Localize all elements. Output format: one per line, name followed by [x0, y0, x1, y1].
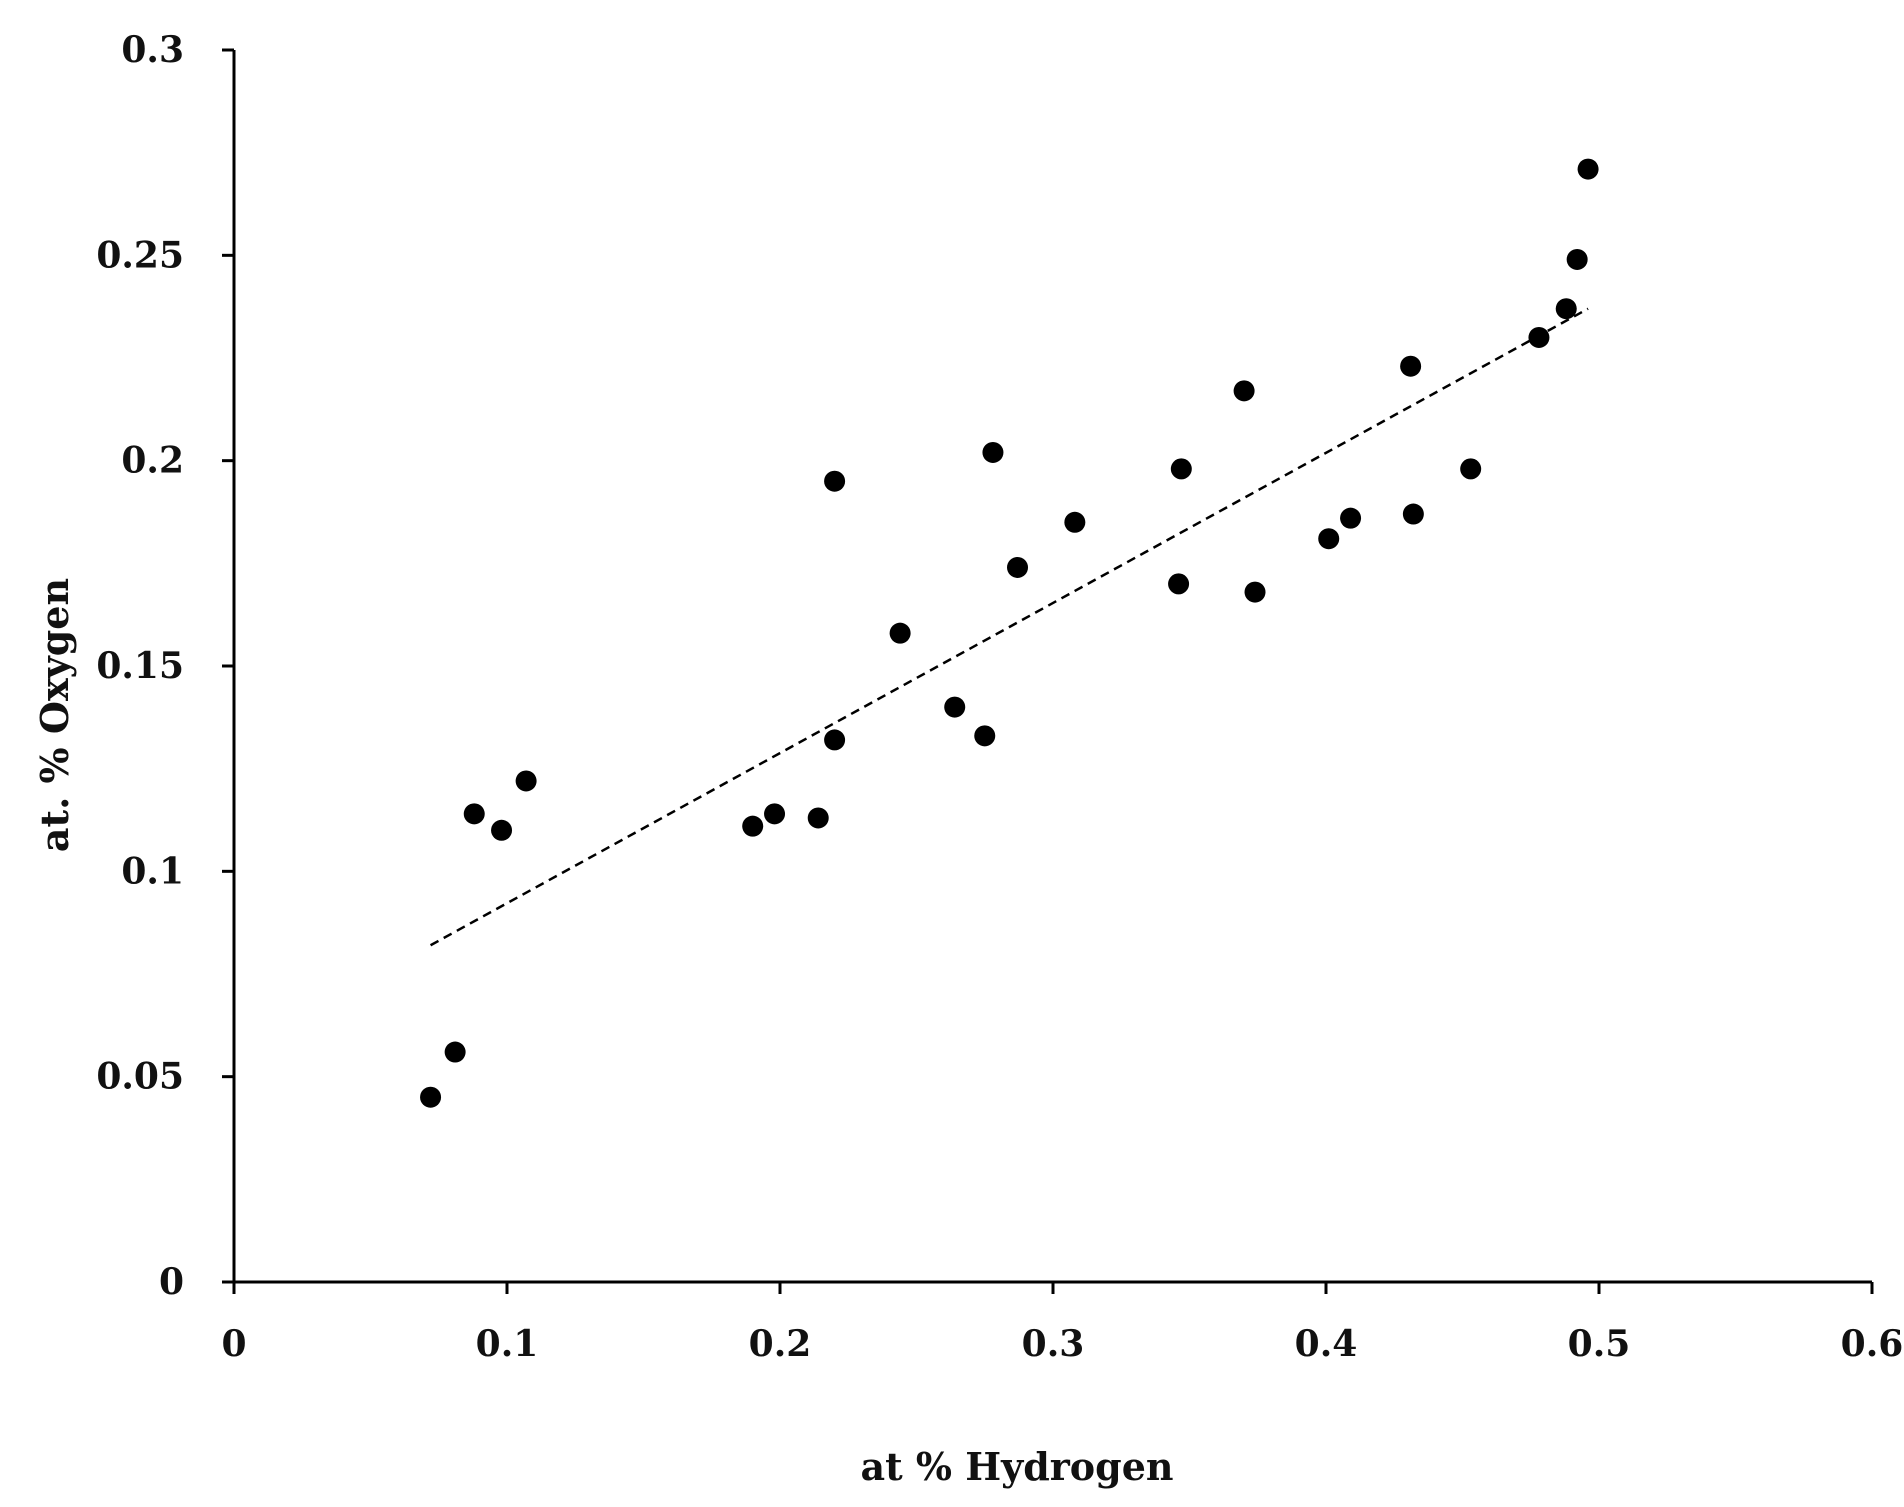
y-tick-label: 0.3: [121, 29, 184, 71]
ticks: 0 0.1 0.2 0.3 0.4 0.5 0.6 0 0.05 0.1 0.15 0.2 0.25 0.…: [96, 29, 1903, 1365]
x-tick-label: 0.5: [1568, 1323, 1631, 1365]
data-point: [1233, 380, 1255, 402]
data-point: [1460, 458, 1482, 480]
y-tick-label: 0.05: [96, 1056, 184, 1098]
data-point: [1064, 511, 1086, 533]
data-point: [807, 807, 829, 829]
data-point: [1007, 556, 1029, 578]
y-tick-label: 0: [159, 1261, 184, 1303]
x-tick-label: 0.1: [476, 1323, 539, 1365]
x-tick-label: 0: [221, 1323, 246, 1365]
data-point: [1566, 248, 1588, 270]
data-point: [1168, 573, 1190, 595]
x-tick-label: 0.4: [1295, 1323, 1358, 1365]
data-point: [764, 803, 786, 825]
data-point: [1400, 355, 1422, 377]
data-point: [824, 470, 846, 492]
data-point: [1318, 528, 1340, 550]
trendline-group: [429, 307, 1589, 947]
axes: [232, 50, 1872, 1284]
data-point: [491, 819, 513, 841]
y-tick-label: 0.25: [96, 234, 184, 276]
data-point: [982, 441, 1004, 463]
x-axis-title: at % Hydrogen: [860, 1444, 1173, 1489]
data-point: [974, 725, 996, 747]
x-tick-label: 0.2: [749, 1323, 812, 1365]
y-tick-label: 0.2: [121, 440, 184, 482]
data-point: [1340, 507, 1362, 529]
x-tick-label: 0.3: [1022, 1323, 1085, 1365]
y-axis-title: at. % Oxygen: [32, 578, 77, 852]
trendline: [429, 307, 1589, 947]
data-point: [420, 1086, 442, 1108]
data-point: [463, 803, 485, 825]
data-point: [1528, 326, 1550, 348]
y-tick-label: 0.1: [121, 850, 184, 892]
data-point: [944, 696, 966, 718]
x-tick-label: 0.6: [1841, 1323, 1904, 1365]
data-point: [742, 815, 764, 837]
y-tick-label: 0.15: [96, 645, 184, 687]
data-point: [444, 1041, 466, 1063]
data-point: [824, 729, 846, 751]
data-point: [1170, 458, 1192, 480]
data-point: [515, 770, 537, 792]
data-points: [420, 158, 1599, 1108]
data-point: [1244, 581, 1266, 603]
data-point: [1402, 503, 1424, 525]
data-point: [889, 622, 911, 644]
data-point: [1555, 298, 1577, 320]
data-point: [1577, 158, 1599, 180]
